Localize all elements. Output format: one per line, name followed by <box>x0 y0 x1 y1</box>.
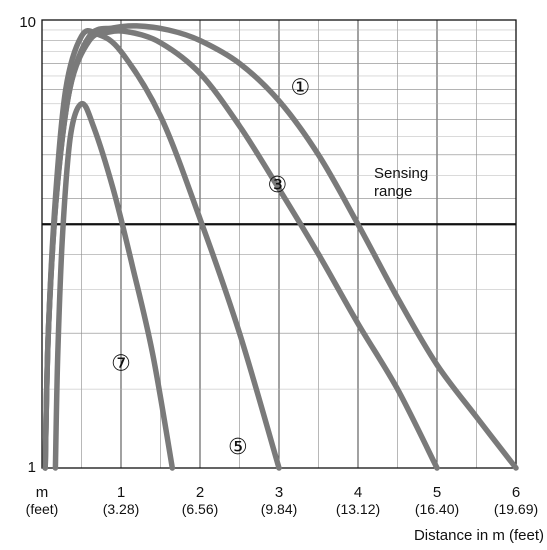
x-tick-sublabel: (feet) <box>26 501 59 517</box>
x-tick-label: 3 <box>275 484 283 501</box>
x-tick-sublabel: (13.12) <box>336 501 380 517</box>
x-tick-label: 4 <box>354 484 362 501</box>
series-curve-4 <box>52 100 176 471</box>
x-tick-label: 1 <box>117 484 125 501</box>
y-tick-label-1: 1 <box>28 459 36 476</box>
x-tick-sublabel: (3.28) <box>103 501 140 517</box>
curve-label: ⑤ <box>228 434 248 459</box>
series-curve-3 <box>42 28 282 471</box>
curve-label: ① <box>290 75 310 100</box>
y-tick-label-10: 10 <box>19 14 36 31</box>
series-curve-1 <box>42 23 519 471</box>
x-tick-label: 2 <box>196 484 204 501</box>
x-tick-sublabel: (9.84) <box>261 501 298 517</box>
grid <box>42 20 516 468</box>
curves <box>42 23 519 471</box>
x-tick-label: 5 <box>433 484 441 501</box>
x-axis-ticks: m(feet) 1(3.28) 2(6.56) 3(9.84) 4(13.12) 5(16… <box>26 484 539 517</box>
x-tick-label: m <box>36 484 49 501</box>
curve-labels: ① ③ ⑤ ⑦ <box>111 75 310 459</box>
curve-label: ③ <box>268 172 288 197</box>
series-curve-2 <box>42 28 440 471</box>
x-tick-label: 6 <box>512 484 520 501</box>
sensing-range-label-line2: range <box>374 183 412 200</box>
x-tick-sublabel: (19.69) <box>494 501 538 517</box>
x-axis-label: Distance in m (feet) <box>414 527 544 544</box>
sensing-range-label-line1: Sensing <box>374 165 428 182</box>
x-tick-sublabel: (16.40) <box>415 501 459 517</box>
curve-label: ⑦ <box>111 350 131 375</box>
x-tick-sublabel: (6.56) <box>182 501 219 517</box>
